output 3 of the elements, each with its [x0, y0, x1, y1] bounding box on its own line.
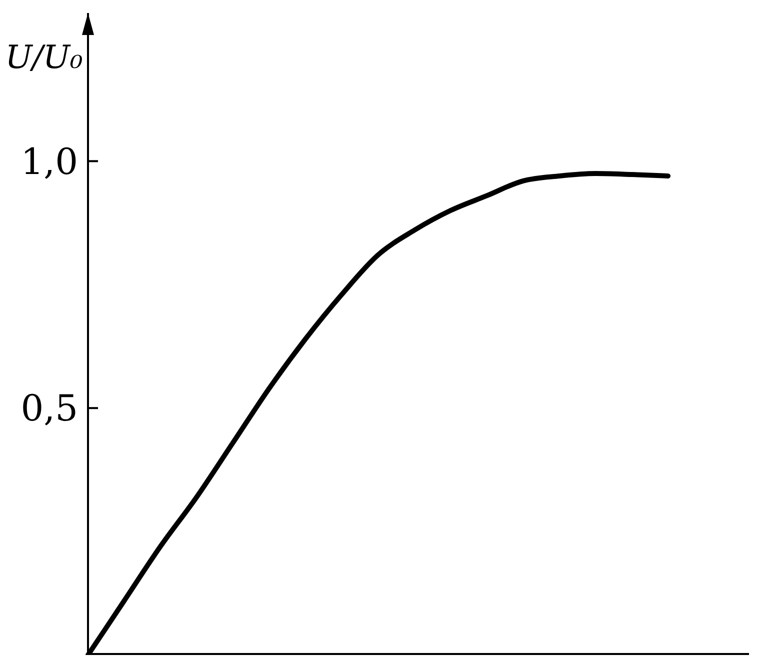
y-axis-title: U/U₀ [5, 38, 83, 76]
y-tick-label: 1,0 [20, 142, 78, 183]
y-tick-label: 0,5 [20, 388, 78, 430]
